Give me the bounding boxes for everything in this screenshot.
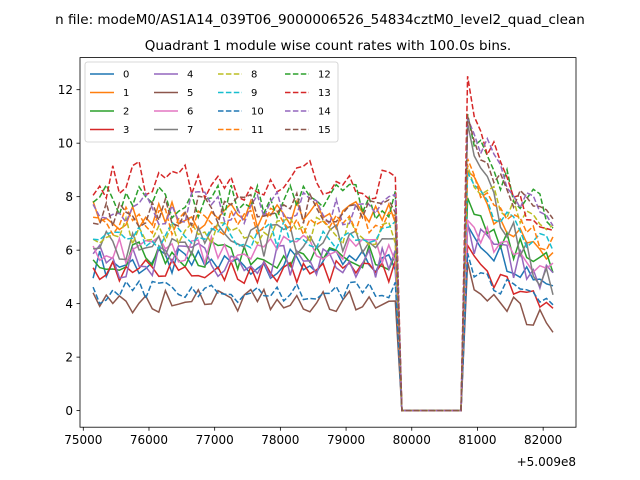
y-tick-label: 6 xyxy=(65,243,73,257)
legend-label: 3 xyxy=(123,125,129,136)
legend-label: 14 xyxy=(318,107,331,118)
x-tick-label: 77000 xyxy=(196,433,234,447)
series-line-8 xyxy=(92,165,554,412)
legend-label: 6 xyxy=(187,107,193,118)
series-layer xyxy=(92,76,554,412)
legend-label: 1 xyxy=(123,88,129,99)
legend-label: 7 xyxy=(187,125,193,136)
series-line-7 xyxy=(93,123,554,412)
legend-label: 0 xyxy=(123,70,129,81)
legend-label: 12 xyxy=(318,70,331,81)
x-tick-label: 82000 xyxy=(524,433,562,447)
series-line-10 xyxy=(92,252,554,412)
series-line-3 xyxy=(92,242,554,412)
series-line-11 xyxy=(92,158,554,412)
legend-box xyxy=(84,61,339,143)
series-line-4 xyxy=(92,222,554,412)
y-tick-label: 4 xyxy=(65,297,73,311)
x-tick-label: 76000 xyxy=(130,433,168,447)
legend-label: 13 xyxy=(318,88,331,99)
legend-label: 5 xyxy=(187,88,193,99)
series-line-13 xyxy=(92,76,554,412)
x-tick-label: 80000 xyxy=(393,433,431,447)
x-tick-label: 79000 xyxy=(327,433,365,447)
series-line-5 xyxy=(92,261,554,412)
y-tick-label: 12 xyxy=(58,83,73,97)
y-tick-label: 8 xyxy=(65,190,73,204)
y-tick-label: 10 xyxy=(58,136,73,150)
y-tick-label: 0 xyxy=(65,404,73,418)
series-line-14 xyxy=(92,118,554,412)
legend-label: 2 xyxy=(123,107,129,118)
x-axis: 75000 76000 77000 78000 79000 80000 81000 82000 xyxy=(64,427,562,447)
legend-label: 9 xyxy=(251,88,257,99)
x-tick-label: 81000 xyxy=(458,433,496,447)
x-tick-label: 75000 xyxy=(64,433,102,447)
series-line-15 xyxy=(92,116,554,412)
legend-label: 10 xyxy=(251,107,264,118)
axes-frame xyxy=(79,57,577,428)
y-tick-label: 2 xyxy=(65,350,73,364)
legend-label: 8 xyxy=(251,70,257,81)
x-offset-label: +5.009e8 xyxy=(517,455,576,469)
legend-label: 15 xyxy=(318,125,331,136)
chart-title: Quadrant 1 module wise count rates with … xyxy=(145,38,511,54)
y-axis: 0 2 4 6 8 10 12 xyxy=(58,83,80,418)
legend-label: 11 xyxy=(251,125,264,136)
legend-label: 4 xyxy=(187,70,193,81)
figure-suptitle: n file: modeM0/AS1A14_039T06_9000006526_… xyxy=(55,12,585,28)
x-tick-label: 78000 xyxy=(261,433,299,447)
